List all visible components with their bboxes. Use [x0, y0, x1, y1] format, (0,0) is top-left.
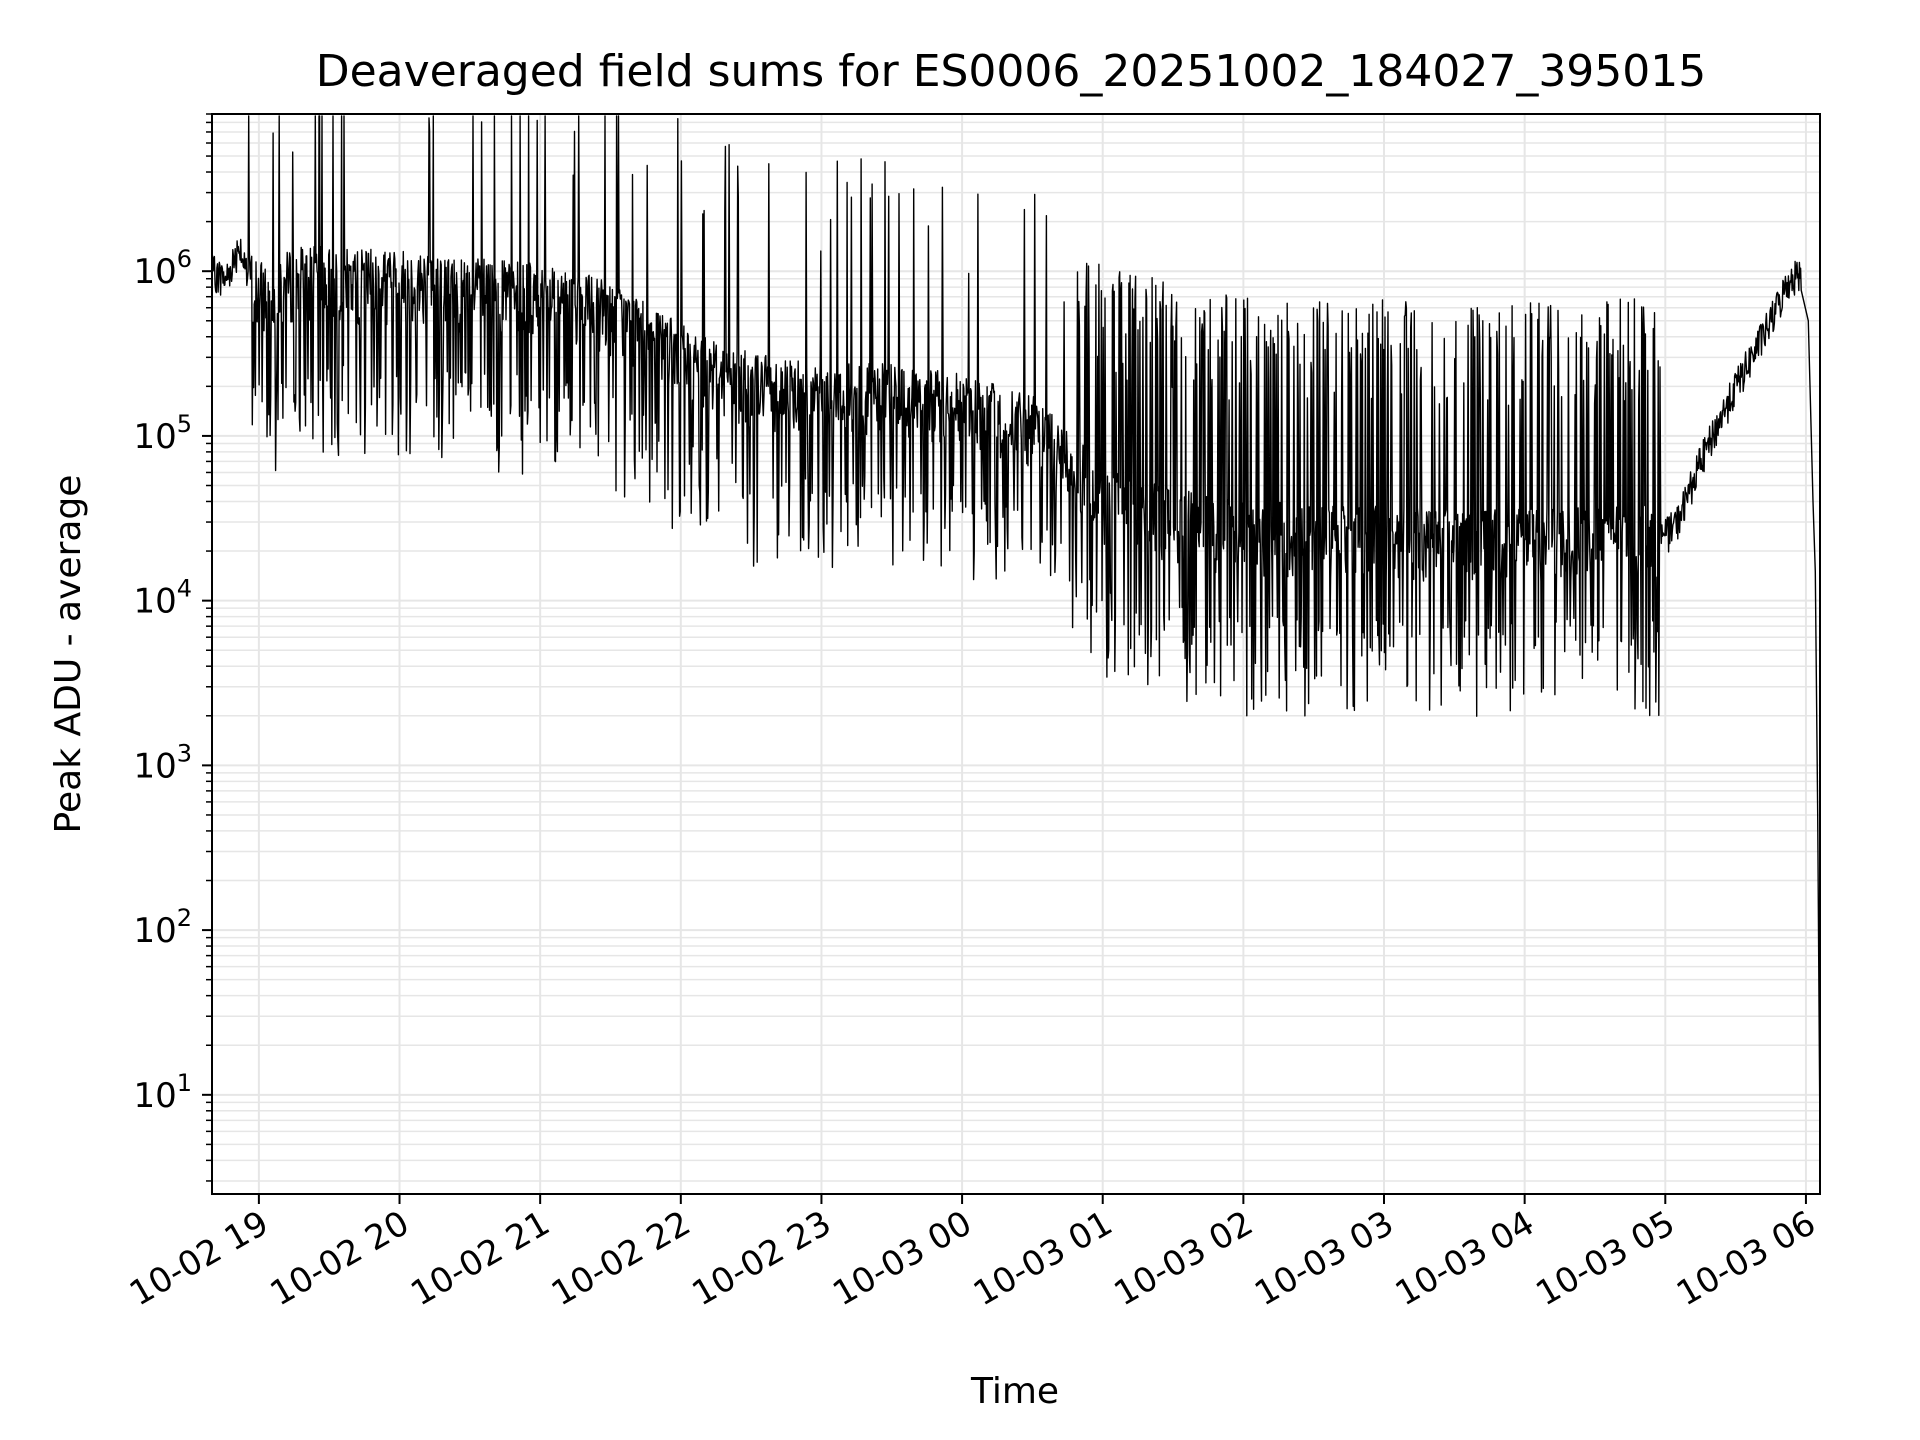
y-tick-label-exponent: 5 [177, 410, 192, 438]
series-line [211, 115, 1821, 1145]
plot-area [211, 115, 1821, 1145]
y-tick-label: 105 [133, 410, 192, 457]
y-tick-label-base: 10 [133, 746, 176, 786]
y-tick-label-exponent: 1 [177, 1069, 192, 1097]
y-tick-label: 102 [133, 904, 192, 951]
y-tick-label-exponent: 6 [177, 245, 192, 273]
y-tick-label-base: 10 [133, 417, 176, 457]
y-axis-label: Peak ADU - average [48, 475, 89, 834]
y-tick-label-exponent: 2 [177, 904, 192, 932]
y-tick-label: 103 [133, 739, 192, 786]
y-tick-label-exponent: 4 [177, 575, 192, 603]
y-tick-label: 101 [133, 1069, 192, 1116]
y-tick-label: 104 [133, 575, 192, 622]
y-tick-label-base: 10 [133, 1076, 176, 1116]
y-tick-label: 106 [133, 245, 192, 292]
y-tick-label-base: 10 [133, 252, 176, 292]
axes-frame [211, 113, 1821, 1195]
y-tick-label-exponent: 3 [177, 739, 192, 767]
y-tick-label-base: 10 [133, 911, 176, 951]
chart-title: Deaveraged field sums for ES0006_2025100… [316, 46, 1707, 97]
x-axis-label: Time [970, 1371, 1059, 1412]
y-tick-label-base: 10 [133, 582, 176, 622]
